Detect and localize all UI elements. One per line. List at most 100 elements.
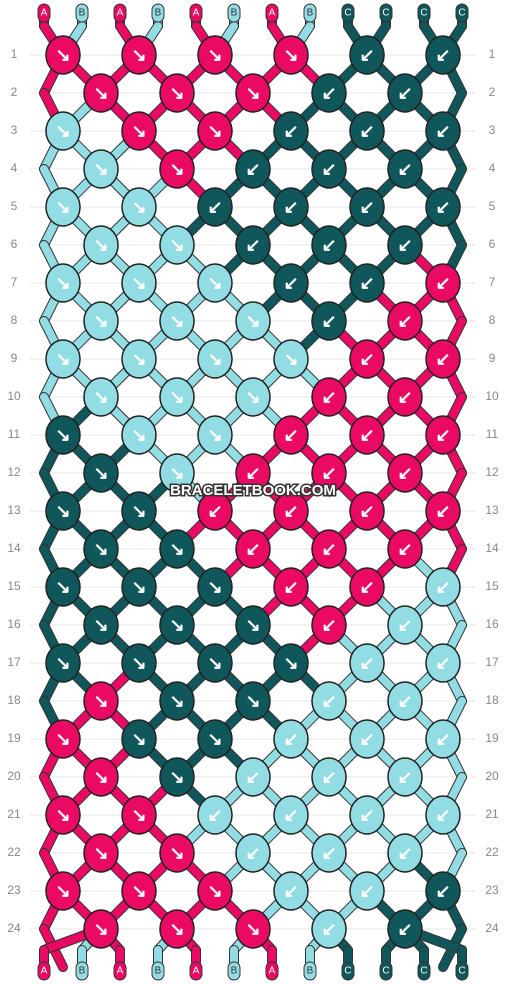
knot-arrow: ↘ bbox=[169, 311, 184, 331]
string-tag bbox=[455, 961, 469, 981]
knot-arrow: ↙ bbox=[321, 615, 336, 635]
knot bbox=[349, 567, 385, 607]
knot-arrow: ↘ bbox=[131, 501, 146, 521]
row-label: 19 bbox=[485, 731, 499, 745]
knot-arrow: ↙ bbox=[359, 197, 374, 217]
knot-arrow: ↙ bbox=[359, 653, 374, 673]
row-label: 1 bbox=[489, 47, 496, 61]
knot bbox=[273, 263, 309, 303]
string-label: B bbox=[231, 966, 238, 977]
knot-arrow: ↙ bbox=[245, 843, 260, 863]
knot-arrow: ↘ bbox=[207, 273, 222, 293]
row-label: 23 bbox=[485, 883, 499, 897]
string-tag bbox=[341, 3, 355, 23]
knot bbox=[425, 263, 461, 303]
knot bbox=[349, 871, 385, 911]
knot-arrow: ↘ bbox=[55, 273, 70, 293]
knot bbox=[349, 187, 385, 227]
knot bbox=[387, 225, 423, 265]
string-label: C bbox=[420, 8, 427, 19]
knot bbox=[83, 377, 119, 417]
knot bbox=[121, 263, 157, 303]
knot bbox=[45, 871, 81, 911]
knot-arrow: ↘ bbox=[131, 577, 146, 597]
knot bbox=[235, 377, 271, 417]
knot-arrow: ↙ bbox=[283, 425, 298, 445]
knot bbox=[235, 453, 271, 493]
knot bbox=[311, 453, 347, 493]
string-tag bbox=[113, 961, 127, 981]
knot bbox=[159, 149, 195, 189]
knot-arrow: ↙ bbox=[397, 767, 412, 787]
knot-arrow: ↘ bbox=[55, 197, 70, 217]
knot bbox=[197, 263, 233, 303]
row-label: 20 bbox=[485, 769, 499, 783]
knot bbox=[197, 795, 233, 835]
knot bbox=[349, 339, 385, 379]
knot-arrow: ↘ bbox=[207, 45, 222, 65]
knot bbox=[83, 529, 119, 569]
knot bbox=[45, 567, 81, 607]
knot bbox=[83, 833, 119, 873]
string-label: A bbox=[193, 966, 200, 977]
knot bbox=[45, 719, 81, 759]
knot-arrow: ↙ bbox=[283, 121, 298, 141]
knot-arrow: ↘ bbox=[55, 121, 70, 141]
knot-arrow: ↘ bbox=[169, 235, 184, 255]
knot bbox=[45, 35, 81, 75]
knot bbox=[349, 415, 385, 455]
knot bbox=[387, 833, 423, 873]
knot bbox=[311, 529, 347, 569]
knot-arrow: ↙ bbox=[359, 501, 374, 521]
row-label: 7 bbox=[489, 275, 496, 289]
knot bbox=[273, 111, 309, 151]
string-label: B bbox=[307, 966, 314, 977]
knot bbox=[159, 225, 195, 265]
knot bbox=[121, 187, 157, 227]
knot bbox=[235, 757, 271, 797]
knot-arrow: ↘ bbox=[131, 653, 146, 673]
knot bbox=[425, 795, 461, 835]
knot-arrow: ↙ bbox=[359, 425, 374, 445]
knot bbox=[349, 263, 385, 303]
knot bbox=[197, 111, 233, 151]
string-label: A bbox=[269, 8, 276, 19]
knots: ↘ ↘ ↘ ↘ ↙ ↙ ↘ ↘ ↘ ↙ ↙ ↘ ↘ ↘ ↙ ↙ ↙ ↘ ↘ ↙ ↙ ↙ ↘ ↘ ↙ ↙ ↙ ↙ ↘ ↘ ↙ ↙ ↙ ↘ ↘ ↘ ↙ ↙ ↙ ↘… bbox=[45, 35, 461, 949]
knot-arrow: ↙ bbox=[435, 197, 450, 217]
knot bbox=[83, 301, 119, 341]
knot bbox=[45, 491, 81, 531]
string-tag bbox=[37, 961, 51, 981]
knot bbox=[349, 491, 385, 531]
row-label: 13 bbox=[7, 503, 21, 517]
knot-arrow: ↘ bbox=[169, 615, 184, 635]
knot-arrow: ↘ bbox=[93, 463, 108, 483]
row-label: 5 bbox=[11, 199, 18, 213]
knot bbox=[235, 681, 271, 721]
knot bbox=[197, 643, 233, 683]
row-label: 4 bbox=[489, 161, 496, 175]
knot-arrow: ↘ bbox=[207, 121, 222, 141]
knot-arrow: ↙ bbox=[321, 387, 336, 407]
knot-arrow: ↘ bbox=[245, 919, 260, 939]
knot bbox=[121, 35, 157, 75]
knot bbox=[197, 871, 233, 911]
knot bbox=[425, 187, 461, 227]
knot bbox=[197, 35, 233, 75]
knot-arrow: ↘ bbox=[55, 653, 70, 673]
knot bbox=[273, 795, 309, 835]
knot bbox=[387, 681, 423, 721]
row-label: 2 bbox=[11, 85, 18, 99]
row-label: 24 bbox=[485, 921, 499, 935]
row-label: 4 bbox=[11, 161, 18, 175]
string-tag bbox=[303, 961, 317, 981]
knot-arrow: ↘ bbox=[131, 45, 146, 65]
watermark: BRACELETBOOK.COM bbox=[170, 482, 336, 499]
knot bbox=[311, 73, 347, 113]
knot-arrow: ↘ bbox=[93, 767, 108, 787]
row-label: 12 bbox=[7, 465, 21, 479]
knot bbox=[159, 453, 195, 493]
string-tag bbox=[151, 3, 165, 23]
knot bbox=[273, 35, 309, 75]
knot-arrow: ↘ bbox=[245, 615, 260, 635]
